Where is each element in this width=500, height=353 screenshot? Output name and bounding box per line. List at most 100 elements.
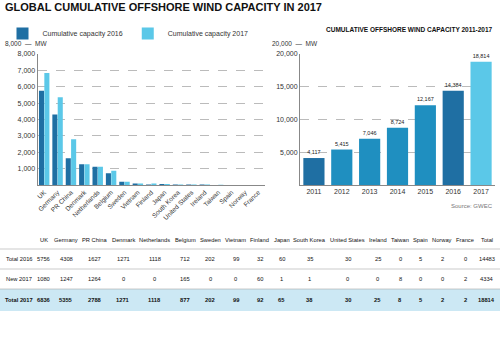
svg-text:1271: 1271 <box>117 256 130 262</box>
svg-text:8,000: 8,000 <box>18 50 36 57</box>
svg-text:2017: 2017 <box>473 188 489 195</box>
svg-text:Norway: Norway <box>432 237 452 243</box>
svg-text:0: 0 <box>464 256 467 262</box>
svg-text:15,000: 15,000 <box>276 83 298 90</box>
svg-text:France: France <box>456 237 474 243</box>
svg-text:1: 1 <box>280 276 283 282</box>
svg-text:0: 0 <box>441 276 444 282</box>
svg-text:7,046: 7,046 <box>363 130 377 136</box>
svg-text:Norway: Norway <box>227 188 249 210</box>
svg-text:Germany: Germany <box>54 237 78 243</box>
svg-text:712: 712 <box>180 256 190 262</box>
svg-text:25: 25 <box>374 297 381 303</box>
svg-text:35: 35 <box>307 256 313 262</box>
svg-text:Belgium: Belgium <box>93 189 115 211</box>
svg-text:Taiwan: Taiwan <box>202 188 222 208</box>
svg-text:92: 92 <box>257 297 263 303</box>
svg-text:1118: 1118 <box>149 256 161 262</box>
svg-text:4308: 4308 <box>60 256 73 262</box>
svg-text:Netherlands: Netherlands <box>139 237 170 243</box>
svg-text:Sweden: Sweden <box>106 188 128 210</box>
svg-text:6836: 6836 <box>37 297 50 303</box>
svg-text:Spain: Spain <box>413 237 428 243</box>
svg-text:Spain: Spain <box>218 188 236 206</box>
svg-text:Japan: Japan <box>150 188 168 206</box>
svg-text:1080: 1080 <box>37 276 50 282</box>
svg-text:Cumulative capacity 2017: Cumulative capacity 2017 <box>168 30 248 38</box>
svg-text:18,814: 18,814 <box>473 53 490 59</box>
svg-text:2015: 2015 <box>418 188 434 195</box>
svg-text:1,000: 1,000 <box>18 165 36 172</box>
svg-text:Belgium: Belgium <box>175 237 196 243</box>
svg-text:12,167: 12,167 <box>417 96 434 102</box>
svg-text:Vietnam: Vietnam <box>225 237 246 243</box>
svg-text:Denmark: Denmark <box>64 188 88 212</box>
svg-text:65: 65 <box>278 297 285 303</box>
svg-text:Finland: Finland <box>134 188 154 208</box>
svg-text:GLOBAL CUMULATIVE OFFSHORE WIN: GLOBAL CUMULATIVE OFFSHORE WIND CAPACITY… <box>5 1 322 13</box>
svg-text:8: 8 <box>399 276 402 282</box>
svg-text:5,000: 5,000 <box>18 100 36 107</box>
svg-text:60: 60 <box>279 256 285 262</box>
svg-text:New 2017: New 2017 <box>6 276 32 282</box>
svg-text:0: 0 <box>122 276 125 282</box>
svg-text:10,000: 10,000 <box>276 116 298 123</box>
svg-text:3,000: 3,000 <box>18 132 36 139</box>
svg-text:99: 99 <box>233 297 239 303</box>
svg-text:7,000: 7,000 <box>18 67 36 74</box>
svg-text:United States: United States <box>162 188 195 221</box>
svg-text:6,000: 6,000 <box>18 83 36 90</box>
svg-text:France: France <box>242 188 262 208</box>
svg-text:2: 2 <box>464 276 467 282</box>
svg-text:2012: 2012 <box>334 188 350 195</box>
svg-text:United States: United States <box>330 237 365 243</box>
svg-text:1: 1 <box>308 276 311 282</box>
svg-text:Total 2017: Total 2017 <box>5 297 33 303</box>
svg-text:5,000: 5,000 <box>280 149 298 156</box>
svg-text:Finland: Finland <box>250 237 269 243</box>
svg-text:99: 99 <box>233 256 239 262</box>
svg-text:1247: 1247 <box>60 276 73 282</box>
svg-text:2014: 2014 <box>390 188 406 195</box>
svg-text:Germany: Germany <box>37 188 62 213</box>
svg-text:5,415: 5,415 <box>335 141 349 147</box>
svg-text:PR China: PR China <box>82 237 107 243</box>
svg-text:2013: 2013 <box>362 188 378 195</box>
svg-text:877: 877 <box>180 297 190 303</box>
svg-text:8,724: 8,724 <box>391 119 405 125</box>
svg-text:UK: UK <box>40 237 48 243</box>
svg-text:8,000 — MW: 8,000 — MW <box>5 40 47 47</box>
svg-text:2: 2 <box>441 297 444 303</box>
svg-text:8: 8 <box>398 297 402 303</box>
svg-text:0: 0 <box>153 276 156 282</box>
svg-text:165: 165 <box>180 276 190 282</box>
svg-text:1271: 1271 <box>116 297 130 303</box>
svg-text:5: 5 <box>419 297 423 303</box>
svg-text:Denmark: Denmark <box>112 237 135 243</box>
svg-text:0: 0 <box>209 276 212 282</box>
svg-text:1264: 1264 <box>88 276 102 282</box>
svg-text:202: 202 <box>205 297 215 303</box>
svg-text:32: 32 <box>257 256 263 262</box>
svg-text:5756: 5756 <box>37 256 50 262</box>
svg-text:0: 0 <box>399 256 402 262</box>
svg-text:0: 0 <box>376 276 379 282</box>
svg-text:30: 30 <box>345 297 351 303</box>
svg-text:2011: 2011 <box>306 188 321 195</box>
svg-text:UK: UK <box>36 188 48 200</box>
svg-text:CUMULATIVE OFFSHORE WIND CAPAC: CUMULATIVE OFFSHORE WIND CAPACITY 2011-2… <box>326 26 493 33</box>
svg-text:5355: 5355 <box>59 297 73 303</box>
svg-text:1118: 1118 <box>148 297 161 303</box>
svg-text:5: 5 <box>419 256 422 262</box>
svg-text:South Korea: South Korea <box>293 237 326 243</box>
svg-text:0: 0 <box>234 276 237 282</box>
svg-text:2788: 2788 <box>88 297 102 303</box>
svg-text:Japan: Japan <box>274 237 290 243</box>
svg-text:South Korea: South Korea <box>151 188 182 219</box>
svg-text:20,000 — MW: 20,000 — MW <box>272 40 318 47</box>
svg-text:Cumulative capacity 2016: Cumulative capacity 2016 <box>43 30 123 38</box>
svg-text:Taiwan: Taiwan <box>391 237 409 243</box>
svg-text:2: 2 <box>464 297 467 303</box>
svg-text:0: 0 <box>419 276 422 282</box>
svg-text:Ireland: Ireland <box>189 188 208 207</box>
